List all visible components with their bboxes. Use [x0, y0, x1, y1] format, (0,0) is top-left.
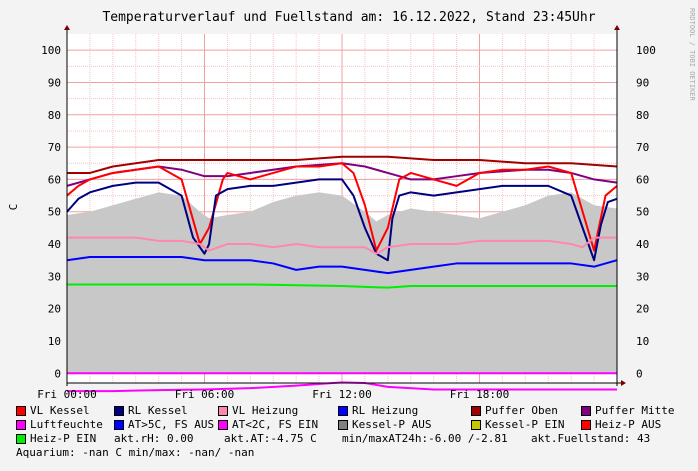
legend-swatch	[471, 419, 481, 430]
legend-swatch	[581, 405, 591, 416]
legend-swatch	[338, 419, 348, 430]
aquarium-line: Aquarium: -nan C min/max: -nan/ -nan	[16, 446, 255, 459]
legend-swatch	[338, 405, 348, 416]
legend-item: Kessel-P AUS	[338, 418, 431, 431]
legend-swatch	[471, 405, 481, 416]
x-tick-label: Fri 00:00	[37, 388, 97, 401]
legend-item: AT<2C, FS EIN	[218, 418, 318, 431]
info-value: akt.Fuellstand: 43	[531, 432, 651, 445]
legend-item: Luftfeuchte	[16, 418, 103, 431]
legend-label: Puffer Mitte	[595, 404, 675, 417]
x-tick-label: Fri 12:00	[312, 388, 372, 401]
legend-label: Heiz-P EIN	[30, 432, 97, 445]
legend-item: RL Kessel	[114, 404, 188, 417]
y-tick-label-left: 90	[48, 76, 61, 89]
y-tick-label-right: 40	[636, 238, 649, 251]
series-vl-heizung	[67, 236, 617, 255]
legend-label: AT<2C, FS EIN	[232, 418, 319, 431]
axes	[64, 25, 626, 386]
series-vl-kessel	[66, 162, 618, 252]
y-tick-label-left: 10	[48, 335, 61, 348]
legend-label: Heiz-P AUS	[595, 418, 662, 431]
info-value: min/maxAT24h:-6.00 /-2.81	[342, 432, 508, 445]
series-puffer-oben	[67, 155, 618, 174]
y-tick-label-left: 30	[48, 270, 61, 283]
y-tick-label-right: 20	[636, 303, 649, 316]
y-tick-label-right: 60	[636, 173, 649, 186]
y-axis-arrow-right	[614, 25, 620, 30]
legend-item: Heiz-P AUS	[581, 418, 661, 431]
series-heiz-p-ein	[67, 283, 617, 289]
legend-label: Puffer Oben	[485, 404, 558, 417]
fuellstand-area	[67, 192, 617, 374]
y-tick-label-left: 50	[48, 206, 61, 219]
legend-item: VL Kessel	[16, 404, 90, 417]
area-fuellstand	[67, 192, 617, 374]
legend-swatch	[218, 405, 228, 416]
legend-swatch	[16, 405, 26, 416]
legend-label: RL Kessel	[128, 404, 188, 417]
x-axis-arrow	[621, 380, 626, 386]
y-tick-label-right: 30	[636, 270, 649, 283]
legend-item: VL Heizung	[218, 404, 298, 417]
legend-label: VL Kessel	[30, 404, 90, 417]
legend-label: VL Heizung	[232, 404, 299, 417]
x-tick-label: Fri 06:00	[175, 388, 235, 401]
legend-label: RL Heizung	[352, 404, 419, 417]
legend-label: Kessel-P AUS	[352, 418, 432, 431]
chart-title: Temperaturverlauf und Fuellstand am: 16.…	[102, 10, 595, 25]
y-tick-label-right: 10	[636, 335, 649, 348]
x-tick-label: Fri 18:00	[450, 388, 510, 401]
y-tick-label-right: 50	[636, 206, 649, 219]
legend-item: Heiz-P EIN	[16, 432, 96, 445]
y-tick-label-right: 80	[636, 109, 649, 122]
legend-swatch	[16, 433, 26, 444]
y-tick-label-left: 20	[48, 303, 61, 316]
y-tick-label-right: 0	[636, 367, 643, 380]
legend-swatch	[218, 419, 228, 430]
legend-item: AT>5C, FS AUS	[114, 418, 214, 431]
y-tick-label-right: 100	[636, 44, 656, 57]
legend-swatch	[114, 405, 124, 416]
y-tick-label-left: 80	[48, 109, 61, 122]
y-tick-label-left: 100	[41, 44, 61, 57]
info-value: akt.rH: 0.00	[114, 432, 194, 445]
y-tick-label-right: 90	[636, 76, 649, 89]
y-tick-label-left: 0	[54, 367, 61, 380]
series-group	[66, 155, 618, 393]
legend-label: AT>5C, FS AUS	[128, 418, 215, 431]
legend-label: Kessel-P EIN	[485, 418, 565, 431]
y-tick-label-left: 60	[48, 173, 61, 186]
ticks: 0 0 10 10 20 20 30 30 40 40 50 50 60 60 70 70 80 80 90 90 10…	[37, 44, 656, 401]
legend-item: Kessel-P EIN	[471, 418, 564, 431]
legend-swatch	[114, 419, 124, 430]
series-rl-kessel	[66, 178, 618, 262]
legend-label: Luftfeuchte	[30, 418, 103, 431]
series-rl-heizung	[66, 255, 618, 275]
y-axis-arrow-left	[64, 25, 70, 30]
info-value: akt.AT:-4.75 C	[224, 432, 317, 445]
y-tick-label-left: 40	[48, 238, 61, 251]
legend-swatch	[16, 419, 26, 430]
watermark: RRDTOOL / TOBI OETIKER	[688, 8, 696, 102]
y-tick-label-left: 70	[48, 141, 61, 154]
y-tick-label-right: 70	[636, 141, 649, 154]
legend-item: Puffer Mitte	[581, 404, 674, 417]
legend-item: RL Heizung	[338, 404, 418, 417]
legend-item: Puffer Oben	[471, 404, 558, 417]
legend-swatch	[581, 419, 591, 430]
y-axis-label: C	[7, 204, 20, 211]
